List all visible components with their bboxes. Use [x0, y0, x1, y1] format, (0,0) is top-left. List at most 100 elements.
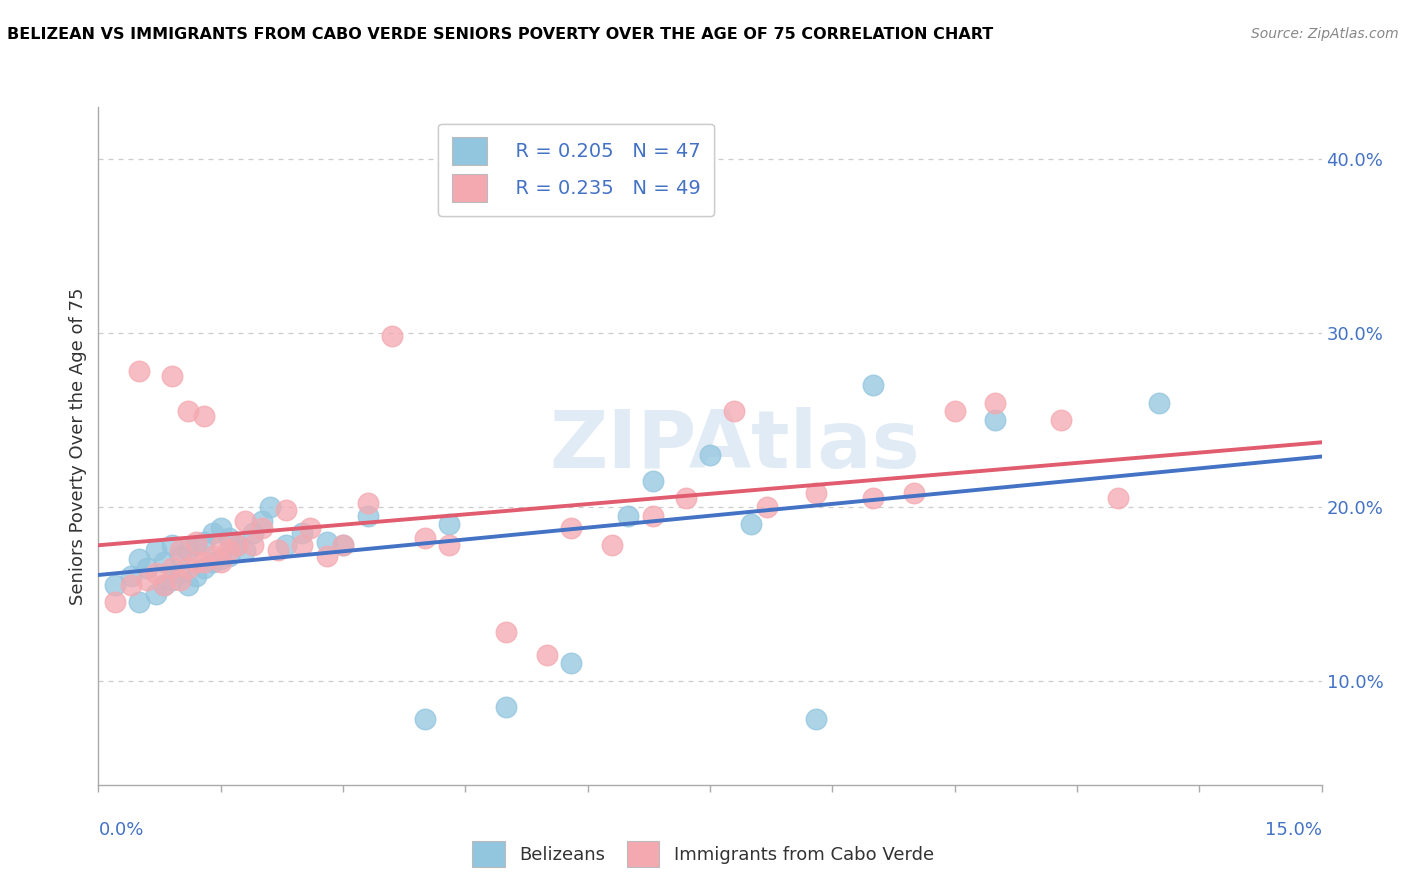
Point	[804, 486, 827, 500]
Point	[641, 508, 664, 523]
Point	[291, 538, 314, 552]
Point	[152, 578, 174, 592]
Point	[233, 514, 256, 528]
Point	[160, 573, 183, 587]
Point	[943, 404, 966, 418]
Point	[226, 538, 249, 552]
Point	[332, 538, 354, 552]
Point	[128, 552, 150, 566]
Point	[160, 538, 183, 552]
Point	[128, 595, 150, 609]
Point	[862, 378, 884, 392]
Point	[160, 560, 183, 574]
Point	[233, 543, 256, 558]
Point	[536, 648, 558, 662]
Point	[675, 491, 697, 505]
Point	[1049, 413, 1071, 427]
Point	[120, 569, 142, 583]
Point	[177, 578, 200, 592]
Point	[315, 549, 337, 563]
Point	[699, 448, 721, 462]
Point	[136, 573, 159, 587]
Point	[437, 538, 460, 552]
Point	[560, 657, 582, 671]
Point	[560, 521, 582, 535]
Point	[600, 538, 623, 552]
Text: Source: ZipAtlas.com: Source: ZipAtlas.com	[1251, 27, 1399, 41]
Point	[903, 486, 925, 500]
Point	[169, 543, 191, 558]
Text: 0.0%: 0.0%	[98, 821, 143, 838]
Point	[218, 549, 240, 563]
Point	[413, 531, 436, 545]
Point	[218, 531, 240, 545]
Point	[193, 409, 215, 424]
Point	[193, 534, 215, 549]
Point	[169, 549, 191, 563]
Point	[723, 404, 745, 418]
Point	[437, 517, 460, 532]
Point	[193, 560, 215, 574]
Point	[145, 566, 167, 580]
Point	[242, 538, 264, 552]
Point	[186, 534, 208, 549]
Point	[267, 543, 290, 558]
Point	[356, 496, 378, 510]
Point	[291, 525, 314, 540]
Point	[160, 369, 183, 384]
Legend:   R = 0.205   N = 47,   R = 0.235   N = 49: R = 0.205 N = 47, R = 0.235 N = 49	[439, 123, 714, 216]
Point	[274, 503, 297, 517]
Point	[104, 578, 127, 592]
Point	[104, 595, 127, 609]
Point	[186, 556, 208, 570]
Point	[804, 712, 827, 726]
Point	[136, 560, 159, 574]
Point	[201, 556, 224, 570]
Point	[128, 364, 150, 378]
Point	[120, 578, 142, 592]
Point	[413, 712, 436, 726]
Legend: Belizeans, Immigrants from Cabo Verde: Belizeans, Immigrants from Cabo Verde	[465, 834, 941, 874]
Point	[1147, 395, 1170, 409]
Point	[862, 491, 884, 505]
Point	[274, 538, 297, 552]
Point	[152, 578, 174, 592]
Point	[209, 556, 232, 570]
Point	[177, 404, 200, 418]
Point	[209, 521, 232, 535]
Point	[226, 538, 249, 552]
Point	[186, 569, 208, 583]
Point	[641, 474, 664, 488]
Point	[495, 625, 517, 640]
Point	[145, 543, 167, 558]
Point	[250, 514, 273, 528]
Point	[1107, 491, 1129, 505]
Point	[332, 538, 354, 552]
Point	[740, 517, 762, 532]
Point	[177, 543, 200, 558]
Point	[315, 534, 337, 549]
Point	[169, 566, 191, 580]
Point	[242, 525, 264, 540]
Point	[152, 556, 174, 570]
Point	[169, 573, 191, 587]
Point	[250, 521, 273, 535]
Point	[495, 699, 517, 714]
Point	[186, 538, 208, 552]
Point	[381, 329, 404, 343]
Point	[193, 556, 215, 570]
Point	[356, 508, 378, 523]
Point	[259, 500, 281, 514]
Point	[177, 560, 200, 574]
Point	[984, 413, 1007, 427]
Point	[209, 538, 232, 552]
Y-axis label: Seniors Poverty Over the Age of 75: Seniors Poverty Over the Age of 75	[69, 287, 87, 605]
Point	[209, 552, 232, 566]
Text: BELIZEAN VS IMMIGRANTS FROM CABO VERDE SENIORS POVERTY OVER THE AGE OF 75 CORREL: BELIZEAN VS IMMIGRANTS FROM CABO VERDE S…	[7, 27, 993, 42]
Point	[756, 500, 779, 514]
Text: ZIPAtlas: ZIPAtlas	[550, 407, 920, 485]
Point	[984, 395, 1007, 409]
Point	[617, 508, 640, 523]
Point	[299, 521, 322, 535]
Text: 15.0%: 15.0%	[1264, 821, 1322, 838]
